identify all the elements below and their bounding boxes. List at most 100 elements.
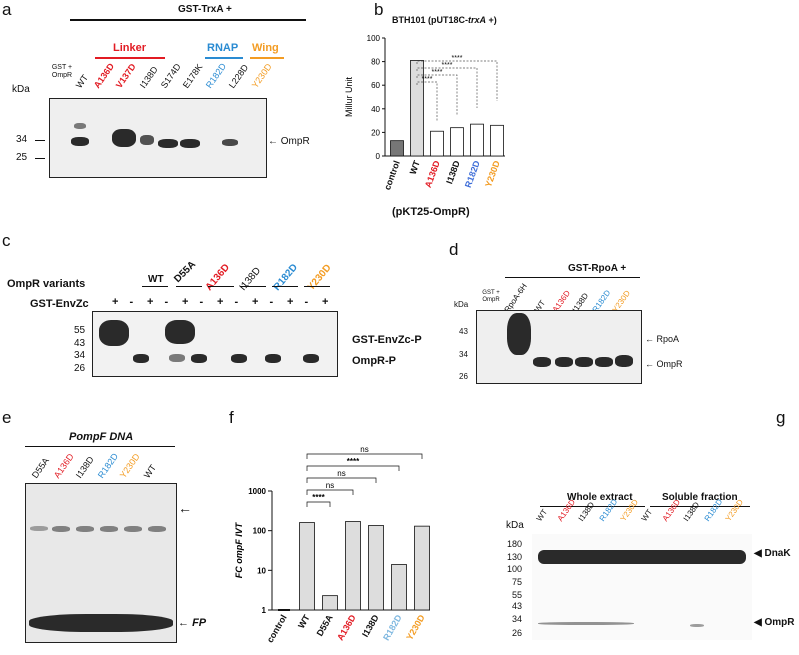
panel-b-title: BTH101 (pUT18C-trxA +)	[392, 15, 497, 25]
e-arrow: ←	[178, 500, 192, 516]
lane-a-r182d: R182D	[203, 61, 229, 90]
sig-label: ****	[452, 55, 463, 62]
panel-a-band-ompr: ← OmpR	[268, 136, 310, 147]
band	[112, 129, 136, 147]
c-line	[208, 286, 234, 287]
y-axis-label: FC ompF IVT	[234, 521, 244, 578]
lane-a-wt: WT	[73, 72, 91, 90]
c-marker-43: 43	[74, 338, 86, 349]
group-rnap: RNAP	[207, 42, 239, 54]
bar-r182d	[470, 123, 484, 157]
d-kda: kDa	[454, 300, 469, 309]
sig-label: ****	[312, 493, 325, 502]
x-tick-i138d: I138D	[360, 613, 381, 639]
band	[533, 357, 551, 367]
band	[29, 614, 173, 632]
g-line1	[540, 506, 645, 507]
lane-a-l228d: L228D	[226, 62, 251, 90]
y-tick-label: 20	[371, 128, 380, 137]
sig-bracket	[306, 477, 377, 483]
c-sign: -	[199, 296, 204, 308]
g-band2: ◀ OmpR	[754, 617, 795, 628]
panel-e-gel	[25, 483, 177, 643]
g-marker-130: 130	[507, 552, 523, 562]
c-variant-wt: WT	[148, 274, 164, 285]
c-variant-a136d: A136D	[203, 262, 233, 293]
c-sign: +	[147, 296, 154, 308]
fp-label: FP	[192, 617, 207, 629]
bar-control	[390, 140, 404, 157]
sig-bracket	[416, 81, 438, 122]
dnak-label: DnaK	[764, 548, 791, 559]
band	[265, 354, 281, 363]
sig-label: ns	[326, 481, 334, 490]
c-sign: -	[269, 296, 274, 308]
y-tick-label: 80	[371, 58, 380, 67]
c-variant-y230d: Y230D	[305, 262, 334, 293]
panel-a-label: a	[2, 0, 12, 19]
g-lane-i138d: I138D	[681, 500, 702, 523]
sig-label: ****	[422, 76, 433, 83]
g-lane-i138d: I138D	[576, 500, 597, 523]
band	[191, 354, 207, 363]
e-lane-i138d: I138D	[73, 454, 96, 480]
bar-wt	[410, 60, 424, 157]
band	[74, 123, 86, 129]
band	[169, 354, 185, 362]
panel-a-blot	[49, 98, 267, 178]
c-sign: -	[234, 296, 239, 308]
e-lane-r182d: R182D	[95, 451, 121, 480]
panel-a-header-line	[70, 19, 306, 21]
lane-a-y230d: Y230D	[249, 61, 274, 90]
g-marker-75: 75	[512, 577, 523, 587]
x-tick-control: control	[382, 159, 402, 191]
band	[690, 624, 704, 627]
g-marker-26: 26	[512, 628, 523, 638]
sig-label: ns	[360, 445, 368, 454]
c-sign: -	[129, 296, 134, 308]
x-tick-a136d: A136D	[423, 159, 442, 189]
panel-e-label: e	[2, 408, 12, 427]
panel-f-label: f	[229, 408, 234, 427]
band	[99, 320, 129, 346]
x-tick-y230d: Y230D	[404, 613, 427, 642]
sig-bracket	[306, 465, 400, 471]
lane-a-i138d: I138D	[137, 64, 160, 90]
g-lane-wt: WT	[639, 507, 655, 523]
panel-a-marker-25: 25	[16, 152, 28, 163]
band	[575, 357, 593, 367]
band	[100, 526, 118, 532]
x-tick-r182d: R182D	[463, 159, 482, 189]
c-sign: -	[164, 296, 169, 308]
panel-d-label: d	[449, 240, 459, 259]
c-marker-34: 34	[74, 350, 86, 361]
y-tick-label: 1	[262, 606, 267, 615]
y-tick-label: 40	[371, 105, 380, 114]
sig-bracket	[306, 501, 331, 507]
lane-a-e178k: E178K	[180, 62, 205, 90]
g-marker-55: 55	[512, 590, 523, 600]
band	[148, 526, 166, 532]
d-ompr-label: OmpR	[656, 359, 683, 369]
panel-g-blot	[532, 534, 752, 640]
x-tick-wt: WT	[408, 159, 422, 176]
panel-c-row2: GST-EnvZc	[30, 298, 89, 310]
g-ompr-label: OmpR	[764, 617, 795, 628]
bar-d55a	[322, 595, 338, 611]
group-linker-line	[95, 57, 165, 59]
c-sign: +	[182, 296, 189, 308]
c-variant-i138d: I138D	[237, 265, 264, 293]
bar-y230d	[490, 124, 504, 157]
band	[71, 137, 89, 146]
y-tick-label: 10	[257, 566, 266, 575]
bar-y230d	[414, 525, 430, 611]
panel-a-kda: kDa	[12, 84, 30, 95]
band	[615, 355, 633, 367]
band	[165, 320, 195, 344]
sig-bracket	[306, 489, 354, 495]
sig-label: ****	[347, 457, 360, 466]
c-sign: -	[304, 296, 309, 308]
y-tick-label: 100	[253, 527, 267, 536]
e-lane-d55a: D55A	[29, 455, 51, 480]
c-sign: +	[252, 296, 259, 308]
